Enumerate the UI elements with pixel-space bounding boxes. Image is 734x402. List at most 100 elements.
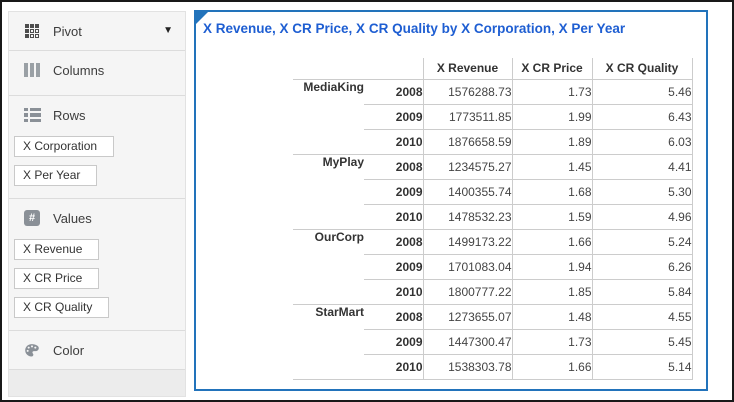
value-cell: 6.43	[591, 103, 693, 129]
pivot-header[interactable]: Pivot ▼	[9, 12, 185, 50]
row-year-label: 2010	[364, 128, 423, 154]
palette-icon	[22, 341, 42, 359]
columns-header[interactable]: Columns	[9, 51, 185, 89]
value-cell: 1.73	[511, 78, 592, 104]
pivot-table: X Revenue X CR Price X CR Quality MediaKin…	[293, 58, 693, 380]
table-row: 2010 1800777.22 1.85 5.84	[293, 278, 693, 304]
field-chip-x-revenue[interactable]: X Revenue	[14, 239, 100, 260]
row-year-label: 2009	[364, 328, 423, 354]
pivot-grid-icon	[22, 22, 42, 40]
section-color: Color	[9, 331, 185, 370]
row-year-label: 2010	[364, 278, 423, 304]
value-cell: 1876658.59	[422, 128, 512, 154]
rows-chip-list: X Corporation X Per Year	[9, 134, 185, 198]
value-cell: 1.66	[511, 353, 592, 379]
rows-header[interactable]: Rows	[9, 96, 185, 134]
report-panel: X Revenue, X CR Price, X CR Quality by X…	[194, 10, 708, 391]
value-cell: 1538303.78	[422, 353, 512, 379]
table-row: 2010 1538303.78 1.66 5.14	[293, 353, 693, 379]
header-blank-cell	[364, 58, 423, 80]
table-row: 2010 1478532.23 1.59 4.96	[293, 203, 693, 229]
table-row: MediaKing 2008 1576288.73 1.73 5.46	[293, 78, 693, 154]
value-cell: 1478532.23	[422, 203, 512, 229]
row-year-label: 2010	[364, 353, 423, 379]
row-year-label: 2009	[364, 103, 423, 129]
row-year-label: 2008	[364, 153, 423, 179]
field-chip-x-cr-price[interactable]: X CR Price	[14, 268, 100, 289]
value-cell: 5.30	[591, 178, 693, 204]
table-row: StarMart 2008 1273655.07 1.48 4.55	[293, 303, 693, 379]
sidebar-empty-area	[9, 370, 185, 396]
field-chip-x-corporation[interactable]: X Corporation	[14, 136, 115, 157]
columns-icon	[22, 61, 42, 79]
value-cell: 1701083.04	[422, 253, 512, 279]
values-header[interactable]: # Values	[9, 199, 185, 237]
value-cell: 1.99	[511, 103, 592, 129]
column-header-x-cr-quality: X CR Quality	[591, 58, 693, 80]
section-columns: Columns	[9, 51, 185, 96]
value-cell: 1773511.85	[422, 103, 512, 129]
color-label: Color	[53, 342, 85, 358]
value-cell: 1234575.27	[422, 153, 512, 179]
pivot-table-container: X Revenue X CR Price X CR Quality MediaKin…	[293, 58, 693, 380]
value-cell: 1400355.74	[422, 178, 512, 204]
values-label: Values	[53, 210, 92, 226]
value-cell: 1.45	[511, 153, 592, 179]
value-cell: 5.14	[591, 353, 693, 379]
field-chip-x-per-year[interactable]: X Per Year	[14, 165, 98, 186]
value-cell: 5.84	[591, 278, 693, 304]
table-row: 2009 1400355.74 1.68 5.30	[293, 178, 693, 204]
pivot-config-sidebar: Pivot ▼ Columns Rows X Corporation X Per …	[8, 11, 186, 397]
value-cell: 1.66	[511, 228, 592, 254]
row-year-label: 2009	[364, 253, 423, 279]
pivot-table-head: X Revenue X CR Price X CR Quality	[293, 58, 693, 80]
row-group-label: MediaKing	[293, 78, 364, 154]
values-chip-list: X Revenue X CR Price X CR Quality	[9, 237, 185, 330]
row-year-label: 2008	[364, 228, 423, 254]
row-year-label: 2010	[364, 203, 423, 229]
row-group-label: OurCorp	[293, 228, 364, 304]
row-year-label: 2009	[364, 178, 423, 204]
values-hash-icon: #	[22, 209, 42, 227]
value-cell: 1.94	[511, 253, 592, 279]
report-title: X Revenue, X CR Price, X CR Quality by X…	[203, 21, 626, 36]
value-cell: 5.46	[591, 78, 693, 104]
chevron-down-icon[interactable]: ▼	[163, 25, 173, 36]
value-cell: 5.45	[591, 328, 693, 354]
pivot-label: Pivot	[53, 23, 82, 39]
header-blank-cell	[293, 58, 364, 80]
table-row: MyPlay 2008 1234575.27 1.45 4.41	[293, 153, 693, 229]
value-cell: 1.68	[511, 178, 592, 204]
value-cell: 4.41	[591, 153, 693, 179]
value-cell: 4.96	[591, 203, 693, 229]
table-header-row: X Revenue X CR Price X CR Quality	[293, 58, 693, 80]
corner-fold-icon	[196, 12, 208, 24]
columns-chip-list	[9, 89, 185, 95]
value-cell: 1.48	[511, 303, 592, 329]
column-header-x-revenue: X Revenue	[422, 58, 512, 80]
color-header[interactable]: Color	[9, 331, 185, 369]
value-cell: 1.59	[511, 203, 592, 229]
column-header-x-cr-price: X CR Price	[511, 58, 592, 80]
value-cell: 1800777.22	[422, 278, 512, 304]
value-cell: 6.03	[591, 128, 693, 154]
field-chip-x-cr-quality[interactable]: X CR Quality	[14, 297, 110, 318]
value-cell: 4.55	[591, 303, 693, 329]
value-cell: 1.73	[511, 328, 592, 354]
columns-label: Columns	[53, 62, 105, 78]
table-row: 2010 1876658.59 1.89 6.03	[293, 128, 693, 154]
value-cell: 1273655.07	[422, 303, 512, 329]
row-year-label: 2008	[364, 303, 423, 329]
value-cell: 6.26	[591, 253, 693, 279]
table-row: 2009 1447300.47 1.73 5.45	[293, 328, 693, 354]
section-values: # Values X Revenue X CR Price X CR Quality	[9, 199, 185, 331]
rows-label: Rows	[53, 107, 86, 123]
section-pivot: Pivot ▼	[9, 12, 185, 51]
rows-icon	[22, 106, 42, 124]
table-row: 2009 1701083.04 1.94 6.26	[293, 253, 693, 279]
value-cell: 1447300.47	[422, 328, 512, 354]
pivot-table-body: MediaKing 2008 1576288.73 1.73 5.46 2009 17735…	[293, 78, 693, 379]
row-group-label: MyPlay	[293, 153, 364, 229]
value-cell: 1499173.22	[422, 228, 512, 254]
row-group-label: StarMart	[293, 303, 364, 379]
